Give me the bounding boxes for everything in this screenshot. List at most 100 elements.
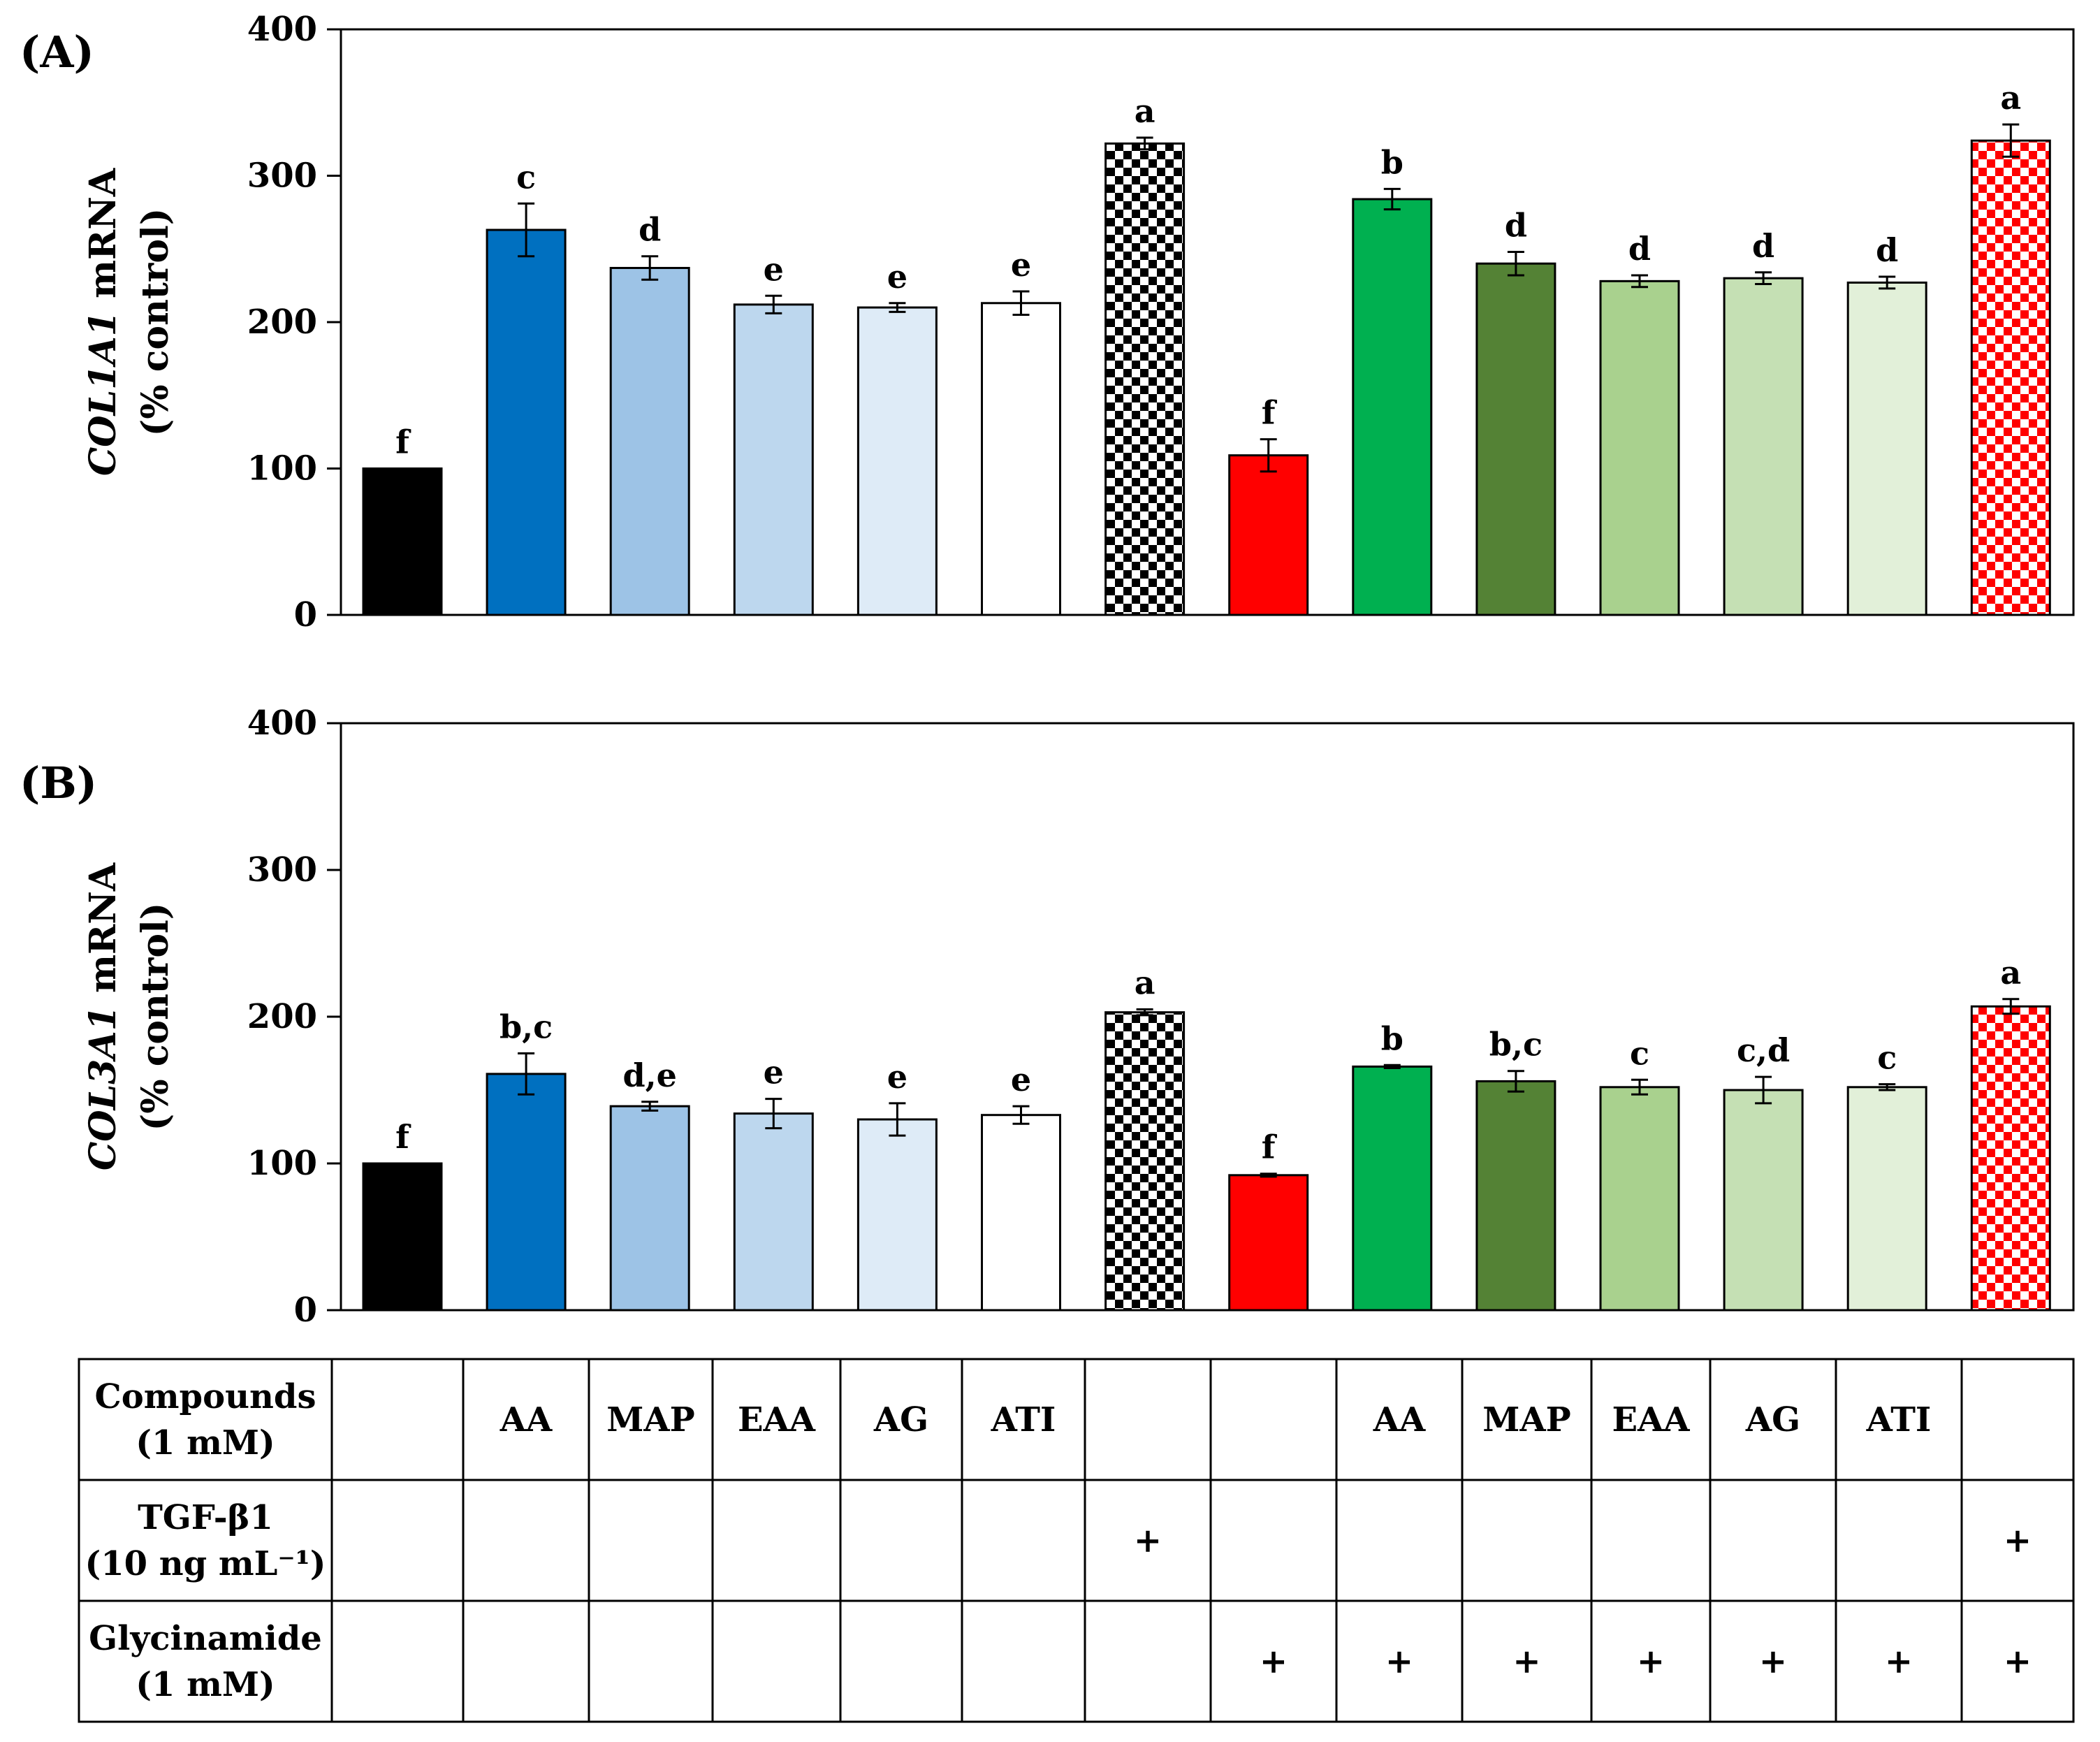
bar — [856, 306, 938, 616]
table-row-label: Glycinamide — [89, 1619, 322, 1658]
significance-label: c — [1630, 1034, 1649, 1072]
significance-label: b,c — [500, 1008, 553, 1046]
table-cell: + — [2004, 1521, 2032, 1560]
significance-label: d — [639, 211, 661, 249]
significance-label: d — [1752, 227, 1774, 265]
table-row-label: TGF-β1 — [138, 1498, 273, 1537]
error-bar — [641, 255, 659, 281]
error-bar — [2002, 998, 2020, 1015]
error-bar — [765, 1098, 782, 1130]
significance-label: a — [1135, 92, 1155, 130]
panel-b-chart: (B) 0 100 200 300 400 COL3A1 mRNA (% control) f b… — [20, 704, 2075, 1330]
error-bar — [765, 294, 782, 314]
plot-frame — [340, 28, 2075, 616]
bar — [1599, 280, 1680, 616]
table-cell: + — [1885, 1642, 1913, 1681]
table-cell: AG — [873, 1400, 928, 1439]
significance-label: e — [764, 1054, 784, 1091]
significance-label: d — [1628, 230, 1651, 268]
bar — [1475, 1080, 1556, 1312]
y-tick-label: 300 — [247, 850, 317, 890]
error-bar — [1260, 438, 1277, 473]
table-row-label: Compounds — [95, 1377, 316, 1416]
bar — [981, 302, 1061, 616]
error-bar — [518, 202, 535, 258]
significance-label: b — [1381, 1019, 1403, 1057]
bar — [856, 1118, 938, 1312]
y-tick-label: 400 — [247, 10, 317, 49]
error-bar — [1383, 187, 1401, 211]
error-bar — [1260, 1173, 1277, 1178]
y-tick-label: 300 — [247, 157, 317, 196]
table-cell: ATI — [991, 1400, 1056, 1439]
panel-label: (A) — [20, 27, 94, 78]
error-bar — [1012, 290, 1030, 317]
significance-label: e — [764, 250, 784, 288]
table-cell: MAP — [606, 1400, 694, 1439]
table-cell: + — [2004, 1642, 2032, 1681]
bar — [733, 1112, 814, 1312]
significance-label: f — [395, 1118, 411, 1156]
y-tick-label: 100 — [247, 1144, 317, 1183]
table-cell: + — [1260, 1642, 1288, 1681]
error-bar — [1507, 250, 1524, 277]
error-bar — [1631, 1078, 1648, 1096]
table-row-sublabel: (1 mM) — [136, 1423, 275, 1462]
bar — [1104, 142, 1186, 616]
error-bar — [1755, 1075, 1772, 1105]
bar — [733, 303, 814, 616]
table-cell: + — [1512, 1642, 1540, 1681]
error-bar — [1012, 1105, 1030, 1125]
error-bar — [1383, 1064, 1401, 1069]
table-border — [78, 1358, 2075, 1723]
significance-label: a — [2000, 79, 2021, 117]
bar — [1723, 1089, 1804, 1312]
error-bar — [1755, 271, 1772, 286]
table-row-sublabel: (1 mM) — [136, 1665, 275, 1704]
bar — [609, 1105, 690, 1312]
y-tick-label: 200 — [247, 997, 317, 1036]
bar — [1352, 198, 1433, 616]
bar — [609, 266, 690, 616]
significance-label: d — [1505, 206, 1527, 244]
significance-label: e — [1011, 1061, 1031, 1098]
error-bar — [518, 1052, 535, 1096]
condition-table: Compounds (1 mM) AA MAP EAA AG ATI AA MAP EAA AG AT… — [78, 1358, 2075, 1723]
significance-label: e — [1011, 246, 1031, 284]
y-axis-label-line2: (% control) — [134, 903, 177, 1131]
bar — [1970, 139, 2051, 616]
table-cell: ATI — [1866, 1400, 1932, 1439]
table-cell: AA — [1373, 1400, 1426, 1439]
bar — [362, 467, 443, 616]
bar — [1104, 1011, 1186, 1312]
significance-label: c — [516, 158, 536, 196]
table-row-sublabel: (10 ng mL⁻¹) — [85, 1544, 326, 1583]
y-tick-label: 0 — [294, 595, 317, 634]
table-cell: EAA — [1612, 1400, 1690, 1439]
y-tick-label: 400 — [247, 704, 317, 743]
bar — [1228, 1174, 1309, 1312]
bar — [1475, 262, 1556, 616]
panel-label: (B) — [20, 757, 97, 808]
significance-label: f — [1262, 394, 1278, 432]
significance-label: c — [1877, 1039, 1897, 1077]
error-bar — [1631, 274, 1648, 289]
significance-label: a — [1135, 964, 1155, 1002]
bar — [1228, 454, 1309, 616]
significance-label: d — [1876, 231, 1898, 269]
bar — [1846, 281, 1927, 616]
table-cell: + — [1637, 1642, 1665, 1681]
bar — [1352, 1065, 1433, 1312]
y-tick-label: 100 — [247, 449, 317, 488]
significance-label: c,d — [1737, 1031, 1790, 1069]
panel-a-chart: (A) 0 100 200 300 400 COL1A1 mRNA (% control) f c… — [20, 10, 2075, 634]
error-bar — [1136, 136, 1153, 151]
bar — [486, 1073, 567, 1312]
bar — [362, 1162, 443, 1312]
table-cell: MAP — [1482, 1400, 1570, 1439]
error-bar — [889, 302, 906, 313]
bar — [1970, 1005, 2051, 1312]
table-cell: EAA — [738, 1400, 816, 1439]
significance-label: a — [2000, 954, 2021, 992]
